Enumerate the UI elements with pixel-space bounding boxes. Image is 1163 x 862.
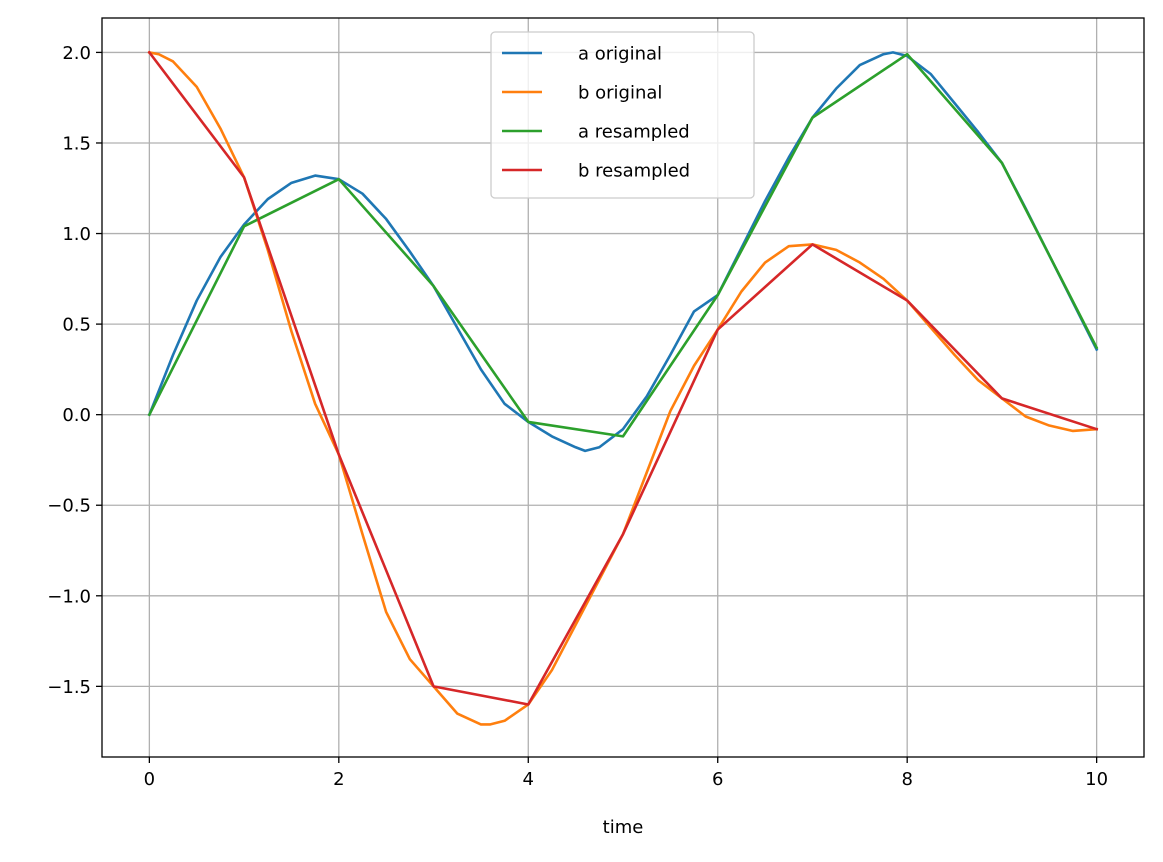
series-line-a-original — [147, 51, 1099, 453]
legend-label: a original — [578, 44, 662, 65]
x-tick-label: 10 — [1085, 769, 1108, 790]
y-tick-label: 0.0 — [62, 405, 91, 426]
plot-frame — [101, 17, 1145, 758]
legend: a original b original a resampled b resampl… — [490, 31, 755, 199]
series-line-b-original — [147, 50, 1099, 726]
legend-box — [490, 31, 755, 199]
series-line-a-resampled — [147, 52, 1099, 438]
series-line-b-resampled — [147, 50, 1099, 706]
x-tick-label: 0 — [144, 769, 155, 790]
legend-label: a resampled — [578, 122, 690, 143]
x-tick-label: 6 — [712, 769, 723, 790]
series-lines — [147, 50, 1099, 726]
x-tick-label: 4 — [523, 769, 534, 790]
legend-label: b resampled — [578, 161, 690, 182]
axis-ticks: 0 2 4 6 8 10 −1.5 −1.0 −0.5 0.0 0.5 1.0 1.5 2.0 — [47, 43, 1108, 790]
x-tick-label: 8 — [901, 769, 912, 790]
y-tick-label: 2.0 — [62, 43, 91, 64]
y-tick-label: 1.0 — [62, 224, 91, 245]
y-tick-label: 0.5 — [62, 315, 91, 336]
x-tick-label: 2 — [333, 769, 344, 790]
y-tick-label: 1.5 — [62, 133, 91, 154]
y-tick-label: −1.5 — [47, 677, 91, 698]
legend-label: b original — [578, 83, 662, 104]
y-tick-label: −1.0 — [47, 586, 91, 607]
x-axis-label: time — [603, 817, 644, 838]
y-tick-label: −0.5 — [47, 496, 91, 517]
